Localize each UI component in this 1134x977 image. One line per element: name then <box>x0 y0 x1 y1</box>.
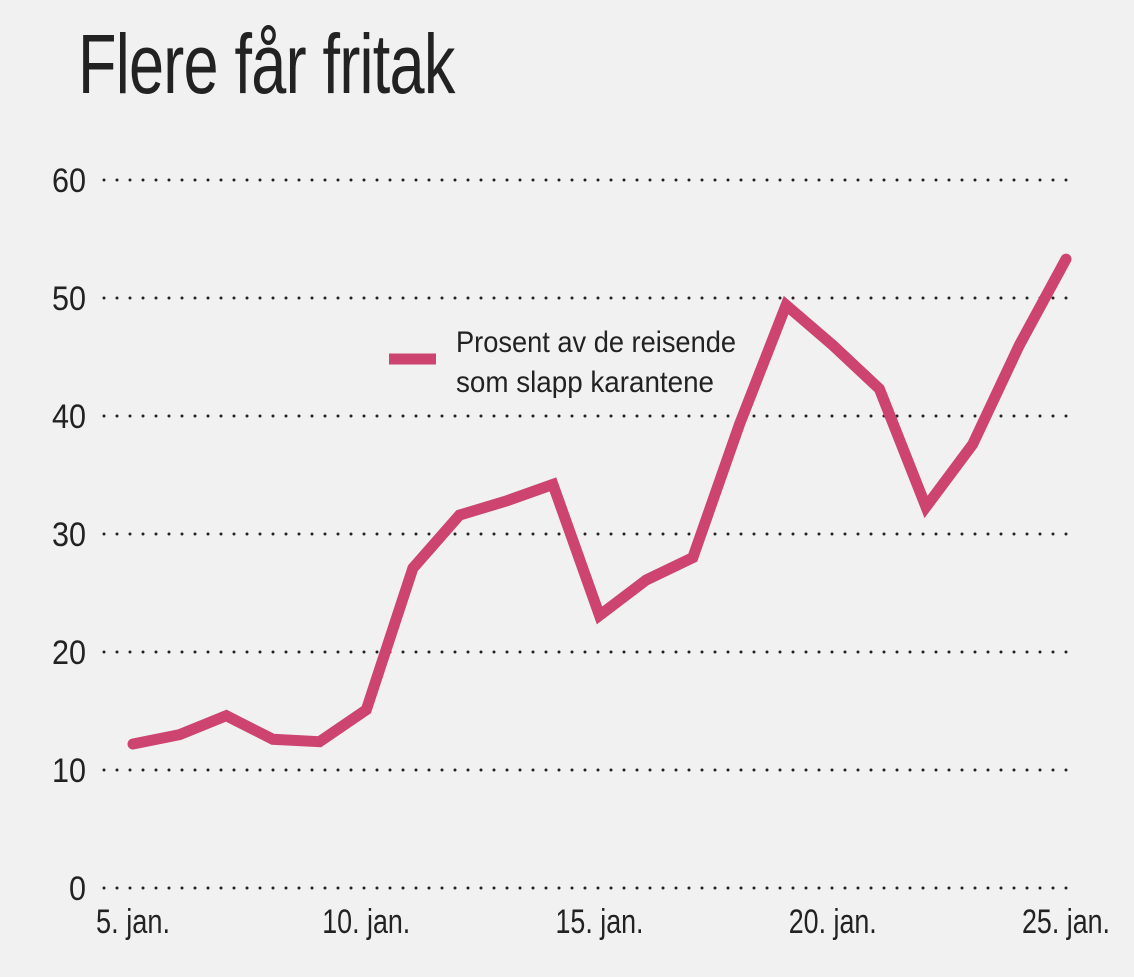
x-tick-label: 5. jan. <box>96 903 170 941</box>
x-tick-label: 15. jan. <box>556 903 644 941</box>
y-tick-label: 10 <box>52 752 86 790</box>
y-tick-label: 50 <box>52 280 86 318</box>
y-tick-label: 60 <box>52 162 86 200</box>
y-axis-ticks: 0 10 20 30 40 50 60 <box>52 162 86 908</box>
legend-label-line-1: Prosent av de reisende <box>456 326 736 359</box>
x-axis-ticks: 5. jan. 10. jan. 15. jan. 20. jan. 25. jan. <box>96 903 1110 941</box>
series-lines <box>127 253 1072 750</box>
x-tick-label: 10. jan. <box>322 903 410 941</box>
grid-lines <box>102 178 1080 890</box>
chart-title: Flere får fritak <box>78 17 455 111</box>
y-tick-label: 20 <box>52 634 86 672</box>
series-line-0 <box>127 253 1072 750</box>
y-tick-label: 30 <box>52 516 86 554</box>
x-tick-label: 25. jan. <box>1022 903 1110 941</box>
legend-label-line-2: som slapp karantene <box>456 366 714 399</box>
y-tick-label: 40 <box>52 398 86 436</box>
x-tick-label: 20. jan. <box>789 903 877 941</box>
legend: Prosent av de reisende som slapp karante… <box>389 326 736 399</box>
y-tick-label: 0 <box>69 870 86 908</box>
